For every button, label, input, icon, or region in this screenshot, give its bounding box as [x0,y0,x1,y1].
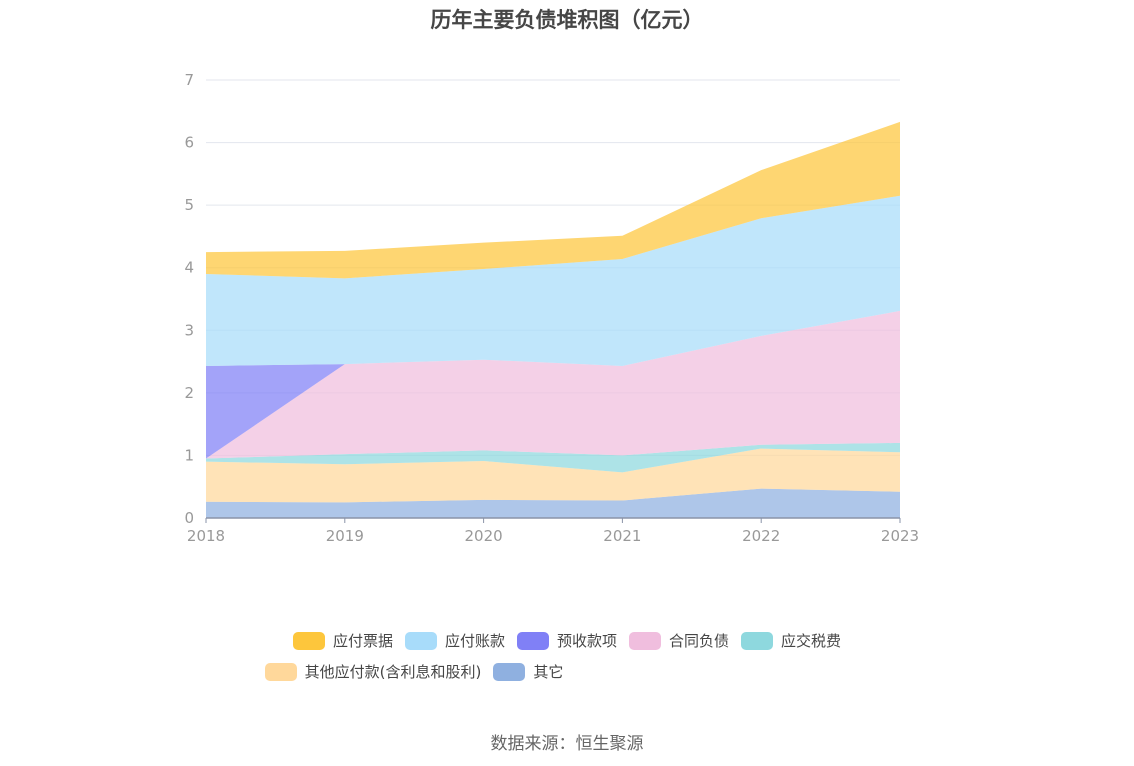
x-tick-label: 2018 [187,527,225,545]
axes: 0 1 2 3 4 5 6 7 2018 2019 2020 2021 2022 2023 [184,71,919,545]
legend-swatch [264,662,297,681]
area-6 [206,121,900,279]
legend-item[interactable]: 应付票据 [292,630,393,651]
x-tick-label: 2020 [465,527,503,545]
legend-swatch [404,631,437,650]
legend-item[interactable]: 预收款项 [516,630,617,651]
y-tick-label: 2 [184,384,194,402]
chart-title: 历年主要负债堆积图（亿元） [430,8,704,32]
legend-label: 其他应付款(含利息和股利) [304,663,482,681]
legend-swatch [741,631,774,650]
data-source: 数据来源：恒生聚源 [490,734,644,754]
y-tick-label: 0 [184,509,194,527]
legend-item[interactable]: 其它 [493,661,563,682]
legend-item[interactable]: 其他应付款(含利息和股利) [264,661,482,682]
legend-label: 其它 [533,663,564,681]
legend-item[interactable]: 应付账款 [404,630,505,651]
area-0 [206,488,900,518]
x-tick-label: 2019 [326,527,364,545]
legend: 应付票据 应付账款 预收款项 合同负债 应交税费 其他应付款(含利息和股利) 其它 [0,630,1134,692]
y-tick-label: 1 [184,446,194,464]
stacked-area-chart: 0 1 2 3 4 5 6 7 2018 2019 2020 2021 2022 2023 [184,71,919,545]
x-tick-label: 2022 [742,527,780,545]
area-3 [206,310,900,459]
y-tick-label: 6 [184,134,194,152]
y-tick-label: 3 [184,321,194,339]
legend-spacer [569,661,875,682]
legend-row-1: 应付票据 应付账款 预收款项 合同负债 应交税费 [0,630,1134,651]
area-1 [206,448,900,503]
x-tick-label: 2023 [881,527,919,545]
legend-row-2: 其他应付款(含利息和股利) 其它 [0,661,1134,682]
y-tick-label: 4 [184,259,194,277]
x-tick-label: 2021 [603,527,641,545]
legend-label: 应交税费 [781,632,842,650]
area-2 [206,442,900,473]
y-tick-label: 5 [184,196,194,214]
legend-item[interactable]: 合同负债 [629,630,729,651]
legend-label: 应付票据 [332,632,393,650]
legend-swatch [516,631,549,650]
y-tick-label: 7 [184,71,194,89]
legend-item[interactable]: 应交税费 [741,630,841,651]
legend-label: 预收款项 [556,632,617,650]
legend-swatch [629,631,661,650]
legend-label: 应付账款 [444,632,505,650]
area-series [206,121,900,518]
legend-swatch [292,631,325,650]
legend-swatch [493,662,526,681]
area-5 [206,195,900,366]
legend-label: 合同负债 [669,632,730,650]
